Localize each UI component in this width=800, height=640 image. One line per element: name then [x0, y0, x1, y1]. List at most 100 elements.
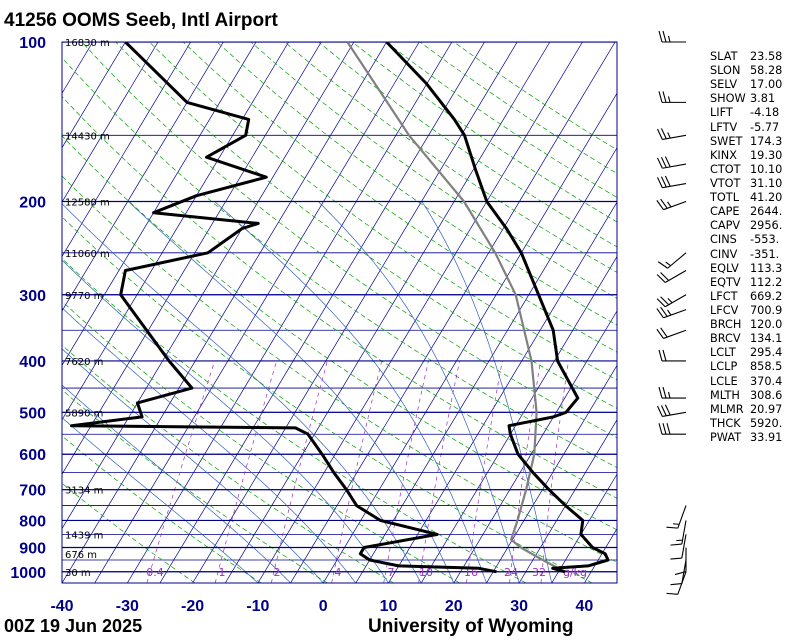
temperature-tick-label: 20: [445, 598, 463, 615]
wind-barb-flag: [662, 30, 667, 43]
index-row: CAPE 2644.: [710, 205, 798, 219]
index-row: BRCV 134.1: [710, 332, 798, 346]
wind-barb-flag: [660, 405, 667, 417]
index-row: LIFT -4.18: [710, 106, 798, 120]
wind-barb-staff: [681, 559, 687, 584]
isotherm-line: [62, 42, 289, 421]
height-label: 9770 m: [65, 291, 103, 302]
isotherm-line: [420, 255, 617, 583]
isotherm-line: [62, 42, 322, 475]
wind-barb-flag: [658, 423, 663, 435]
index-name: EQLV: [710, 261, 739, 275]
index-name: LFTV: [710, 120, 738, 134]
index-value: 174.3: [750, 134, 783, 148]
pressure-tick-label: 300: [19, 288, 46, 305]
index-value: 134.1: [750, 332, 783, 346]
index-row: THCK 5920.: [710, 417, 798, 431]
index-value: -4.18: [750, 106, 780, 120]
dry-adiabat: [62, 435, 262, 583]
wind-barb-flag: [660, 272, 670, 281]
index-value: 20.97: [750, 402, 783, 416]
index-name: LCLP: [710, 360, 738, 374]
mixing-ratio-line: [466, 360, 503, 583]
index-value: 113.3: [750, 261, 783, 275]
temperature-tick-label: 40: [576, 598, 594, 615]
height-label: 14430 m: [65, 131, 110, 142]
mixing-ratio-line: [509, 360, 541, 583]
background-grid: [62, 42, 617, 583]
dry-adiabat: [284, 42, 617, 273]
index-row: SELV 17.00: [710, 78, 798, 92]
index-row: MLTH 308.6: [710, 389, 798, 403]
pressure-tick-label: 100: [19, 35, 46, 52]
wind-barb: [666, 505, 687, 529]
dry-adiabat: [149, 42, 617, 381]
mixing-ratio-label: 0.4: [146, 566, 164, 579]
index-row: CINV -351.: [710, 248, 798, 262]
wind-barb: [656, 306, 687, 319]
wind-barb: [657, 404, 687, 418]
dry-adiabat: [62, 175, 617, 563]
index-value: 31.10: [750, 176, 783, 190]
index-row: LFCV 700.9: [710, 304, 798, 318]
moist-adiabat: [421, 201, 553, 583]
mixing-ratio-label: 24: [504, 566, 518, 579]
index-value: 2956.: [750, 219, 783, 233]
mixing-ratio-label: 32: [532, 566, 546, 579]
index-value: 308.6: [750, 388, 783, 402]
wind-barb: [658, 349, 686, 362]
dry-adiabat: [182, 42, 617, 353]
wind-barb-flag: [666, 592, 678, 595]
index-name: LIFT: [710, 106, 733, 120]
wind-barb-half-flag: [667, 96, 671, 103]
height-label: 5890 m: [65, 408, 103, 419]
index-name: EQTV: [710, 275, 741, 289]
wind-barb-half-flag: [667, 132, 671, 139]
dry-adiabat: [62, 482, 196, 583]
moist-adiabat: [62, 417, 259, 583]
dry-adiabat: [115, 42, 617, 409]
wind-barb: [658, 423, 686, 435]
height-label: 16830 m: [65, 38, 110, 49]
height-label: 676 m: [65, 550, 97, 561]
isotherm-line: [62, 42, 387, 583]
wind-barb-flag: [660, 157, 667, 168]
pressure-tick-label: 200: [19, 194, 46, 211]
moist-adiabat: [214, 201, 487, 583]
wind-barb-flag: [662, 423, 667, 435]
temperature-tick-label: 30: [510, 598, 528, 615]
wind-barb-flag: [662, 386, 667, 399]
wind-barb-flag: [670, 557, 682, 560]
wind-barb-staff: [677, 571, 687, 595]
chart-title: 41256 OOMS Seeb, Intl Airport: [4, 10, 278, 31]
wind-barb: [656, 327, 687, 339]
wind-barb-flag: [657, 261, 668, 269]
index-row: LCLP 858.5: [710, 360, 798, 374]
index-name: VTOT: [710, 176, 741, 190]
wind-barb-flag: [657, 157, 663, 169]
wind-barb-half-flag: [667, 391, 671, 399]
index-value: 112.2: [750, 275, 783, 289]
wind-barb-half-flag: [667, 201, 672, 208]
wind-barb: [658, 386, 686, 399]
mixing-ratio-line: [270, 360, 328, 583]
wind-barb-staff: [681, 534, 687, 559]
isotherm-line: [551, 473, 617, 583]
isotherm-line: [62, 42, 192, 258]
wind-barb-flag: [656, 308, 664, 319]
index-row: EQTV 112.2: [710, 276, 798, 290]
isotherm-line: [62, 42, 94, 94]
index-value: -351.: [750, 247, 780, 261]
index-row: CAPV 2956.: [710, 219, 798, 233]
mixing-ratio-line: [146, 360, 215, 583]
isotherm-line: [62, 42, 257, 367]
temperature-tick-label: -10: [246, 598, 269, 615]
wind-barb-flag: [657, 177, 663, 188]
index-value: 295.4: [750, 346, 783, 360]
index-name: LFCT: [710, 289, 738, 303]
sounding-date: 00Z 19 Jun 2025: [4, 616, 143, 636]
index-name: SLAT: [710, 50, 738, 63]
moist-adiabat: [318, 201, 520, 583]
isotherm-line: [486, 364, 617, 583]
index-value: 23.58: [750, 50, 783, 63]
